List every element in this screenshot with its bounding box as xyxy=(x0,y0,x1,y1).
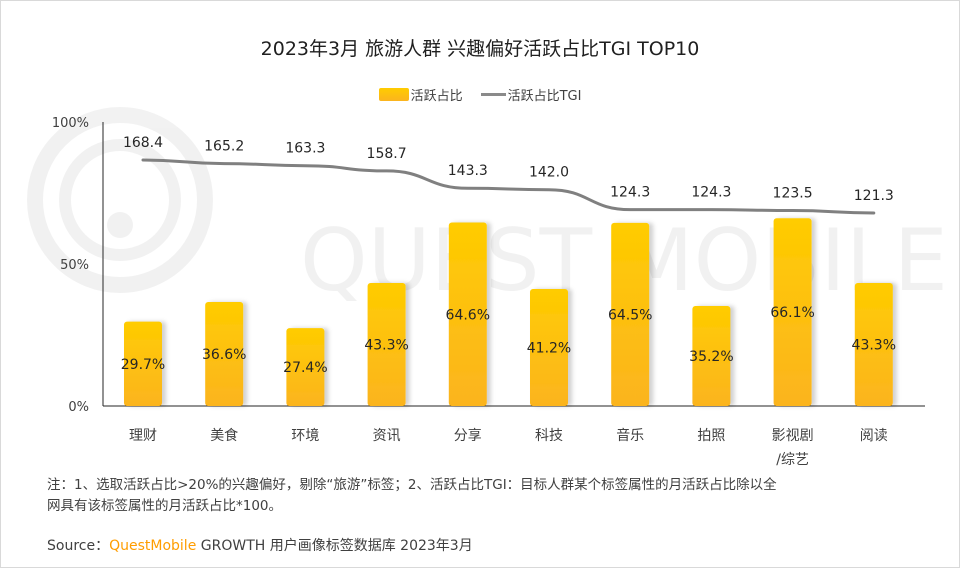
x-category-label: 理财 xyxy=(129,428,157,444)
bar xyxy=(205,302,244,406)
bar-data-label: 64.6% xyxy=(446,307,490,323)
bar xyxy=(530,288,568,406)
tgi-data-label: 143.3 xyxy=(448,163,488,179)
tgi-data-label: 163.3 xyxy=(285,141,325,157)
y-tick-label: 100% xyxy=(52,116,89,131)
bar-data-label: 41.2% xyxy=(527,340,571,356)
bar xyxy=(124,321,162,406)
source-brand: QuestMobile xyxy=(109,538,197,554)
legend-bar-label: 活跃占比 xyxy=(410,89,463,104)
footnote-line-2: 网具有该标签属性的月活跃占比*100。 xyxy=(47,498,283,514)
bar-data-label: 35.2% xyxy=(689,349,733,365)
legend-bar-swatch xyxy=(378,88,409,101)
tgi-data-label: 121.3 xyxy=(854,188,894,204)
y-tick-label: 0% xyxy=(68,400,89,415)
bar-data-label: 64.5% xyxy=(608,307,652,323)
x-category-label: 美食 xyxy=(210,427,238,444)
x-category-label: 分享 xyxy=(454,427,482,444)
footnote: 注：1、选取活跃占比>20%的兴趣偏好，剔除“旅游”标签；2、活跃占比TGI：目… xyxy=(47,475,927,517)
bar xyxy=(854,283,893,406)
x-category-label: 音乐 xyxy=(616,427,644,444)
x-category-label: 环境 xyxy=(291,428,319,444)
source-prefix: Source： xyxy=(47,538,110,554)
bar-data-label: 36.6% xyxy=(202,347,246,363)
legend-item-bar: 活跃占比 xyxy=(378,85,463,104)
tgi-data-label: 165.2 xyxy=(204,139,244,155)
tgi-data-label: 124.3 xyxy=(610,185,650,201)
x-category-label: 科技 xyxy=(535,428,563,444)
bar xyxy=(367,283,406,406)
bar-data-label: 43.3% xyxy=(364,338,408,354)
source-rest: GROWTH 用户画像标签数据库 2023年3月 xyxy=(196,538,473,554)
bar-data-label: 43.3% xyxy=(852,338,896,354)
legend-line-swatch xyxy=(480,93,506,96)
bar xyxy=(611,222,650,406)
bar-data-label: 27.4% xyxy=(283,360,327,376)
tgi-data-label: 124.3 xyxy=(691,185,731,201)
x-category-label: 拍照 xyxy=(697,428,725,444)
bar xyxy=(773,218,812,406)
tgi-data-label: 142.0 xyxy=(529,165,569,181)
tgi-line xyxy=(141,158,876,215)
y-tick-label: 50% xyxy=(60,258,89,273)
tgi-data-label: 158.7 xyxy=(367,146,407,162)
legend-line-label: 活跃占比TGI xyxy=(507,89,582,104)
source-line: Source：QuestMobile GROWTH 用户画像标签数据库 2023… xyxy=(47,535,473,555)
bar-data-label: 29.7% xyxy=(121,357,165,373)
x-category-label: 资讯 xyxy=(373,428,401,444)
x-category-label: /综艺 xyxy=(776,452,809,468)
bar xyxy=(286,328,325,406)
bar-data-label: 66.1% xyxy=(770,305,814,321)
legend-item-line: 活跃占比TGI xyxy=(480,85,582,104)
x-category-label: 阅读 xyxy=(860,427,888,444)
chart-legend: 活跃占比 活跃占比TGI xyxy=(0,85,960,104)
tgi-data-label: 123.5 xyxy=(773,186,813,202)
tgi-data-label: 168.4 xyxy=(123,135,163,151)
x-category-label: 影视剧 xyxy=(772,428,814,444)
bar xyxy=(448,222,487,406)
chart-title: 2023年3月 旅游人群 兴趣偏好活跃占比TGI TOP10 xyxy=(260,38,700,60)
footnote-line-1: 注：1、选取活跃占比>20%的兴趣偏好，剔除“旅游”标签；2、活跃占比TGI：目… xyxy=(47,477,777,493)
bar xyxy=(692,306,731,406)
